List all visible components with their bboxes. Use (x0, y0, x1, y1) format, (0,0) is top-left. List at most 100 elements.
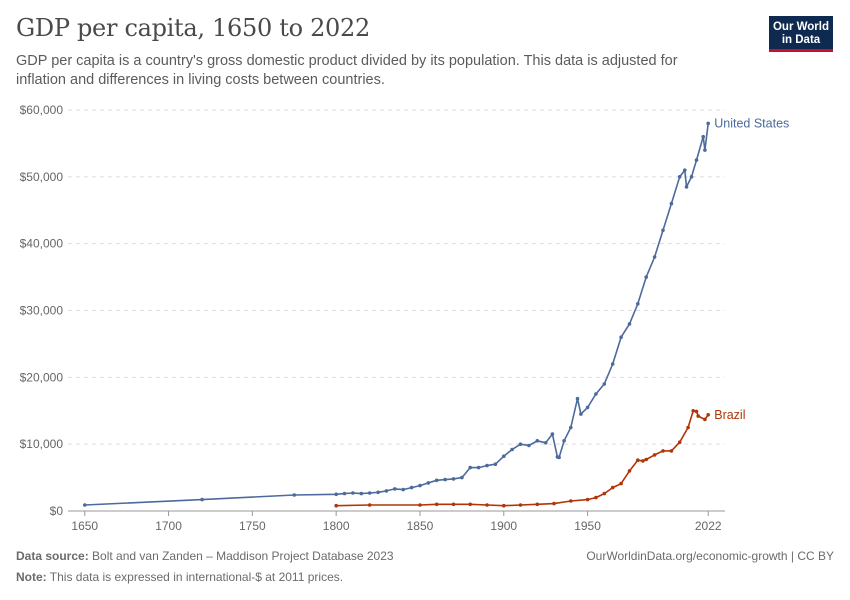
data-point (644, 457, 648, 462)
data-point (485, 463, 489, 468)
data-point (418, 503, 422, 507)
data-point (691, 409, 695, 413)
series-label: Brazil (714, 408, 745, 422)
x-tick-label: 1650 (71, 519, 98, 533)
owid-logo[interactable]: Our World in Data (769, 16, 833, 52)
y-tick-label: $30,000 (20, 304, 64, 318)
data-point (652, 255, 657, 259)
data-point (535, 439, 540, 443)
data-point (518, 442, 523, 447)
data-point (636, 302, 640, 306)
y-tick-label: $20,000 (20, 370, 64, 384)
data-point (669, 449, 674, 453)
data-point (83, 503, 87, 507)
data-point (527, 443, 531, 448)
chart-title: GDP per capita, 1650 to 2022 (16, 14, 370, 42)
data-point (689, 175, 694, 179)
data-point (701, 134, 705, 139)
data-point (543, 441, 548, 445)
data-point (409, 485, 414, 490)
data-point (669, 201, 674, 206)
data-point (510, 447, 514, 452)
data-note: Note: This data is expressed in internat… (16, 570, 343, 584)
series-line (84, 123, 709, 506)
data-point (451, 477, 456, 481)
x-tick-label: 1700 (155, 519, 182, 533)
series-line (336, 409, 709, 507)
data-point (518, 503, 523, 507)
data-point (677, 175, 682, 179)
data-point (641, 459, 645, 463)
data-point (443, 477, 447, 482)
data-point (451, 502, 456, 507)
data-point (706, 413, 710, 417)
data-point (694, 158, 699, 162)
data-point (683, 168, 687, 172)
data-note-text: This data is expressed in international-… (49, 570, 344, 584)
data-point (334, 503, 339, 508)
data-point (550, 432, 555, 436)
x-tick-label: 2022 (695, 519, 722, 533)
data-point (200, 497, 204, 502)
data-point (562, 439, 566, 443)
data-point (575, 396, 580, 401)
data-point (359, 491, 364, 496)
y-tick-label: $50,000 (20, 170, 64, 184)
data-point (342, 491, 347, 496)
data-point (401, 487, 406, 492)
source-link[interactable]: OurWorldinData.org/economic-growth | CC … (586, 549, 834, 563)
x-tick-label: 1900 (490, 519, 517, 533)
data-note-label: Note: (16, 570, 47, 584)
data-point (585, 405, 590, 410)
data-point (694, 409, 699, 414)
data-point (476, 465, 481, 470)
x-tick-label: 1950 (574, 519, 601, 533)
data-point (703, 417, 707, 422)
data-point (627, 469, 632, 473)
data-point (502, 454, 506, 459)
data-point (393, 487, 397, 491)
x-tick-label: 1750 (239, 519, 266, 533)
data-point (652, 453, 657, 457)
data-source: Data source: Bolt and van Zanden – Maddi… (16, 549, 394, 563)
series-label: United States (714, 116, 789, 130)
data-point (696, 414, 700, 418)
data-point (418, 483, 422, 488)
data-point (493, 462, 498, 467)
data-point (610, 485, 615, 490)
data-point (292, 493, 297, 497)
data-point (426, 481, 431, 485)
data-point (619, 481, 623, 486)
data-point (334, 492, 339, 497)
y-tick-label: $10,000 (20, 437, 64, 451)
y-tick-label: $0 (50, 504, 64, 518)
data-point (468, 465, 473, 470)
logo-line-2: in Data (781, 33, 821, 46)
data-source-text: Bolt and van Zanden – Maddison Project D… (92, 549, 394, 563)
data-point (619, 335, 623, 340)
data-point (569, 499, 573, 503)
data-point (367, 503, 372, 507)
y-tick-label: $60,000 (20, 103, 64, 117)
data-point (468, 502, 473, 507)
data-point (485, 503, 489, 507)
data-point (367, 491, 372, 495)
data-point (684, 185, 689, 189)
data-point (351, 491, 355, 495)
data-point (434, 502, 439, 507)
data-point (594, 495, 598, 500)
data-point (460, 475, 464, 480)
data-point (569, 425, 573, 430)
y-tick-label: $40,000 (20, 237, 64, 251)
data-point (502, 503, 506, 508)
data-point (594, 392, 598, 396)
data-point (376, 490, 380, 495)
x-tick-label: 1850 (407, 519, 434, 533)
data-point (602, 382, 607, 386)
data-point (585, 497, 590, 502)
logo-line-1: Our World (772, 21, 829, 33)
chart-subtitle: GDP per capita is a country's gross dome… (16, 53, 678, 88)
data-point (384, 489, 389, 493)
data-point (535, 502, 540, 507)
